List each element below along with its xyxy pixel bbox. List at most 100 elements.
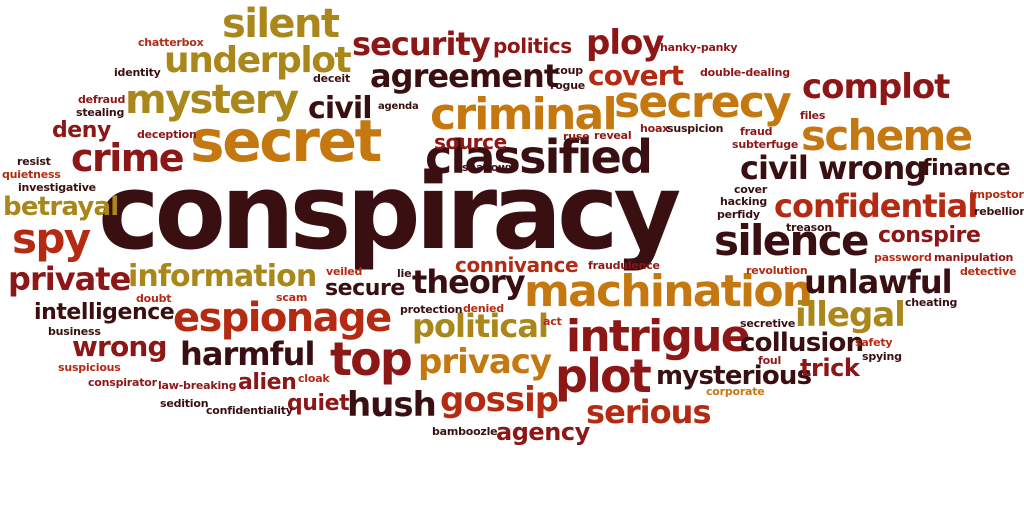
word-ploy: ploy: [586, 23, 664, 63]
word-silent: silent: [222, 1, 340, 47]
word-revolution: revolution: [746, 264, 808, 277]
word-quietness: quietness: [2, 168, 61, 181]
word-mystery: mystery: [125, 77, 299, 123]
word-investigative: investigative: [18, 181, 96, 194]
word-safety: safety: [855, 336, 893, 349]
word-hush: hush: [347, 385, 437, 425]
word-cloak: cloak: [298, 372, 330, 385]
word-wrong-left: wrong: [72, 330, 168, 363]
word-act: act: [543, 315, 562, 328]
word-deceit: deceit: [313, 72, 351, 85]
word-foul: foul: [758, 354, 782, 367]
word-civil-top: civil: [308, 91, 373, 126]
word-politics: politics: [493, 34, 572, 58]
word-top: top: [330, 332, 413, 386]
word-unlawful: unlawful: [804, 263, 953, 301]
word-information: information: [128, 259, 317, 294]
word-intrigue: intrigue: [566, 311, 751, 362]
word-alien: alien: [238, 370, 297, 395]
word-silence: silence: [714, 216, 869, 265]
word-agenda: agenda: [378, 101, 419, 112]
word-ruse: ruse: [563, 130, 590, 143]
word-classified: classified: [425, 130, 653, 184]
word-coup: coup: [554, 64, 583, 77]
word-intelligence: intelligence: [34, 300, 175, 325]
word-confidential: confidential: [774, 187, 978, 225]
word-lie: lie: [397, 267, 412, 280]
word-hoax: hoax: [640, 122, 670, 135]
word-agency: agency: [496, 418, 590, 446]
word-confidentiality: confidentiality: [206, 404, 293, 417]
word-business: business: [48, 325, 101, 338]
word-illegal: illegal: [795, 295, 906, 335]
word-detective: detective: [960, 265, 1017, 278]
word-conspiracy: conspiracy: [98, 151, 681, 273]
word-sedition: sedition: [160, 397, 209, 410]
word-stealing: stealing: [76, 106, 125, 119]
word-denied: denied: [463, 302, 504, 315]
word-spying: spying: [862, 350, 902, 363]
word-treason: treason: [786, 221, 832, 234]
word-security: security: [352, 25, 491, 63]
word-deny: deny: [52, 118, 111, 143]
word-finance: finance: [922, 156, 1011, 181]
word-reveal: reveal: [594, 129, 632, 142]
word-privacy: privacy: [418, 342, 552, 382]
word-scam: scam: [276, 291, 308, 304]
word-double-dealing: double-dealing: [700, 66, 790, 79]
word-hanky-panky: hanky-panky: [660, 41, 738, 54]
word-collusion: collusion: [740, 328, 864, 358]
word-subterfuge: subterfuge: [732, 138, 799, 151]
word-cheating: cheating: [905, 296, 958, 309]
word-harmful: harmful: [180, 335, 315, 373]
word-chatterbox: chatterbox: [138, 36, 204, 49]
word-conspire: conspire: [878, 223, 981, 248]
word-identity: identity: [114, 66, 161, 79]
word-betrayal: betrayal: [3, 192, 119, 222]
word-connivance: connivance: [455, 253, 579, 277]
word-private: private: [8, 260, 131, 298]
word-secrecy: secrecy: [614, 77, 792, 128]
word-gossip: gossip: [440, 380, 559, 420]
word-criminal: criminal: [430, 89, 618, 140]
word-underplot: underplot: [164, 40, 352, 81]
word-suspicion: suspicion: [667, 122, 724, 135]
word-fraudulence: fraudulence: [588, 259, 660, 272]
word-password: password: [874, 251, 932, 264]
word-perfidy: perfidy: [717, 208, 760, 221]
word-scheme: scheme: [801, 111, 973, 160]
word-covert: covert: [588, 59, 684, 92]
word-political: political: [412, 307, 549, 345]
word-conspirator: conspirator: [88, 376, 157, 389]
word-source: source: [434, 130, 507, 154]
word-protection: protection: [400, 303, 463, 316]
word-doubt: doubt: [136, 292, 172, 305]
word-serious: serious: [586, 393, 712, 431]
word-deception: deception: [137, 128, 197, 141]
word-secure: secure: [325, 276, 405, 301]
word-cover: cover: [734, 183, 768, 196]
word-rebellion: rebellion: [974, 205, 1024, 218]
word-trick: trick: [800, 354, 860, 382]
word-quiet: quiet: [287, 391, 350, 416]
word-manipulation: manipulation: [934, 251, 1014, 264]
word-wrong-right: wrong: [818, 149, 927, 187]
word-secret: secret: [190, 107, 382, 175]
word-civil-right: civil: [740, 149, 809, 187]
word-secretive: secretive: [740, 317, 796, 330]
word-fraud: fraud: [740, 125, 773, 138]
word-files: files: [800, 109, 826, 122]
word-agreement: agreement: [370, 57, 559, 95]
word-espionage: espionage: [173, 295, 392, 341]
word-veiled: veiled: [326, 265, 363, 278]
word-bamboozle: bamboozle: [432, 425, 498, 438]
word-defraud: defraud: [78, 93, 126, 106]
word-plot: plot: [555, 349, 652, 403]
word-corporate: corporate: [706, 385, 765, 398]
word-law-breaking: law-breaking: [158, 379, 237, 392]
word-machination: machination: [524, 266, 813, 317]
word-theory: theory: [412, 263, 526, 301]
word-spy: spy: [12, 214, 91, 263]
word-rogue: rogue: [550, 79, 586, 92]
